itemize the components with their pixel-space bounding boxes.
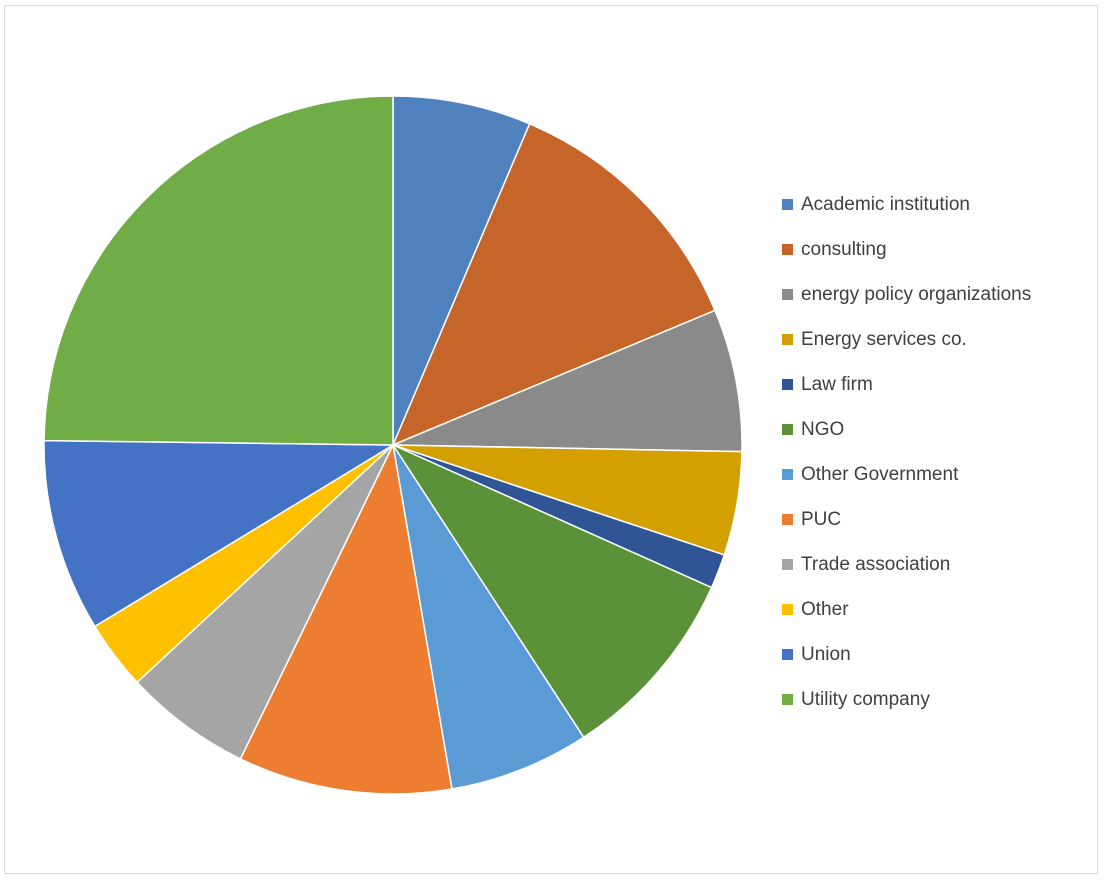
legend-label: NGO	[801, 419, 845, 440]
legend-swatch	[782, 334, 793, 345]
legend-label: Other	[801, 599, 849, 620]
legend-item-trade-association: Trade association	[782, 542, 1092, 587]
legend-label: consulting	[801, 239, 887, 260]
pie-slice-consulting	[392, 123, 716, 446]
legend-label: Law firm	[801, 374, 873, 395]
legend-item-ngo: NGO	[782, 407, 1092, 452]
pie-slice-other-government	[392, 444, 585, 790]
legend-label: Energy services co.	[801, 329, 967, 350]
legend-label: PUC	[801, 509, 842, 530]
legend-item-other: Other	[782, 587, 1092, 632]
legend-swatch	[782, 604, 793, 615]
legend-swatch	[782, 559, 793, 570]
legend: Academic institution consulting energy pol…	[782, 182, 1092, 722]
legend-item-utility-company: Utility company	[782, 677, 1092, 722]
legend-label: Academic institution	[801, 194, 970, 215]
pie-slice-puc	[239, 444, 453, 795]
legend-label: energy policy organizations	[801, 284, 1032, 305]
legend-swatch	[782, 424, 793, 435]
legend-swatch	[782, 289, 793, 300]
legend-item-energy-services-co: Energy services co.	[782, 317, 1092, 362]
pie-slice-union	[43, 439, 394, 628]
legend-label: Utility company	[801, 689, 930, 710]
legend-item-other-government: Other Government	[782, 452, 1092, 497]
pie-slice-ngo	[392, 444, 713, 739]
legend-item-energy-policy-organizations: energy policy organizations	[782, 272, 1092, 317]
pie-slice-utility-company	[43, 95, 394, 446]
pie-slice-trade-association	[136, 444, 394, 760]
pie-slice-academic-institution	[392, 95, 531, 446]
legend-item-consulting: consulting	[782, 227, 1092, 272]
pie-slices	[43, 95, 743, 795]
legend-swatch	[782, 469, 793, 480]
legend-label: Trade association	[801, 554, 951, 575]
legend-item-law-firm: Law firm	[782, 362, 1092, 407]
legend-swatch	[782, 379, 793, 390]
legend-label: Union	[801, 644, 851, 665]
legend-item-academic-institution: Academic institution	[782, 182, 1092, 227]
legend-swatch	[782, 694, 793, 705]
legend-swatch	[782, 514, 793, 525]
legend-swatch	[782, 244, 793, 255]
legend-swatch	[782, 649, 793, 660]
legend-swatch	[782, 199, 793, 210]
legend-item-puc: PUC	[782, 497, 1092, 542]
legend-label: Other Government	[801, 464, 959, 485]
legend-item-union: Union	[782, 632, 1092, 677]
pie-slice-energy-policy-organizations	[392, 309, 743, 453]
